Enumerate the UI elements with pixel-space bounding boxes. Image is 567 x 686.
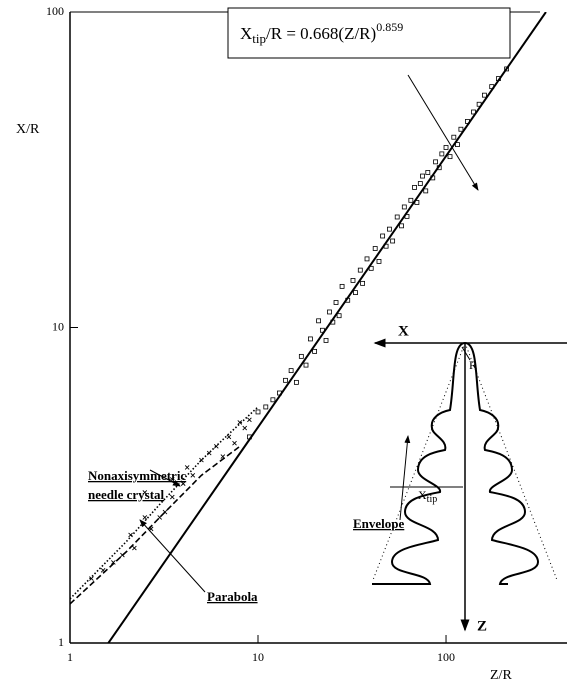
x-tick-label: 1 — [67, 650, 73, 664]
point — [327, 309, 332, 315]
point — [482, 92, 487, 98]
point — [353, 290, 358, 296]
axes — [69, 11, 567, 644]
dendrite-left — [372, 342, 466, 585]
line — [70, 445, 241, 605]
point — [425, 170, 431, 175]
point — [316, 318, 321, 324]
point — [423, 188, 429, 194]
point — [270, 397, 276, 403]
point — [283, 377, 288, 383]
point — [504, 66, 510, 72]
envelope-arrow — [399, 435, 411, 521]
r-line — [461, 346, 471, 361]
x-tick-label: 100 — [437, 650, 455, 664]
point — [380, 233, 386, 239]
point — [364, 256, 370, 262]
point — [247, 417, 252, 423]
point — [169, 477, 175, 482]
inset-x-label: X — [398, 323, 409, 339]
plot — [70, 12, 547, 643]
point — [372, 246, 378, 251]
y-tick-label: 10 — [52, 319, 64, 333]
point — [339, 283, 345, 289]
point — [387, 226, 392, 232]
point — [132, 545, 137, 551]
point — [333, 300, 339, 305]
point — [323, 338, 329, 343]
point — [263, 404, 269, 410]
point — [312, 348, 318, 354]
y-axis-label: X/R — [16, 122, 40, 137]
point — [190, 472, 196, 478]
point — [376, 258, 382, 264]
legend-label: needle crystal — [88, 487, 165, 502]
inset — [372, 338, 567, 632]
point — [447, 154, 453, 160]
point — [308, 336, 313, 342]
point — [298, 353, 304, 359]
point — [390, 238, 396, 244]
point — [357, 267, 363, 273]
point — [401, 204, 407, 210]
point — [242, 425, 248, 431]
point — [439, 151, 445, 157]
fit-label: Xtip/R = 0.668(Z/R)0.859 — [240, 20, 403, 46]
inset-r-label: R — [469, 358, 477, 372]
point — [142, 490, 148, 495]
point — [360, 280, 366, 286]
point — [399, 223, 404, 229]
point — [169, 494, 175, 500]
y-tick-label: 1 — [58, 635, 64, 649]
point — [142, 515, 148, 520]
fit-arrow — [407, 74, 479, 191]
point — [293, 379, 299, 385]
point — [226, 434, 232, 440]
point — [255, 409, 261, 415]
fit-box — [227, 7, 511, 59]
envelope-label: Envelope — [353, 516, 405, 531]
point — [451, 134, 457, 140]
point — [420, 173, 425, 179]
point — [458, 126, 464, 132]
legend-label: Parabola — [207, 589, 258, 604]
point — [417, 181, 423, 186]
point — [180, 481, 186, 486]
point — [111, 560, 116, 565]
point — [237, 420, 243, 425]
point — [350, 278, 356, 283]
label-arrow — [139, 519, 206, 593]
dendrite-right — [464, 342, 540, 585]
inset-xtip-label: Xtip — [418, 488, 437, 506]
point — [443, 145, 449, 150]
x-axis-label: Z/R — [490, 668, 512, 683]
line — [107, 12, 547, 643]
point — [303, 362, 309, 368]
legend-label: Nonaxisymmetric — [88, 468, 186, 483]
label-arrow — [149, 469, 181, 487]
point — [89, 576, 94, 581]
point — [412, 185, 417, 190]
point — [408, 197, 414, 203]
y-tick-label: 100 — [46, 4, 64, 18]
point — [394, 214, 400, 220]
point — [184, 465, 190, 470]
point — [455, 142, 460, 147]
x-tick-label: 10 — [252, 650, 264, 664]
line — [70, 406, 259, 600]
point — [336, 313, 342, 319]
inset-z-label: Z — [477, 618, 487, 634]
point — [433, 159, 438, 165]
point — [232, 440, 237, 446]
point — [288, 368, 294, 374]
